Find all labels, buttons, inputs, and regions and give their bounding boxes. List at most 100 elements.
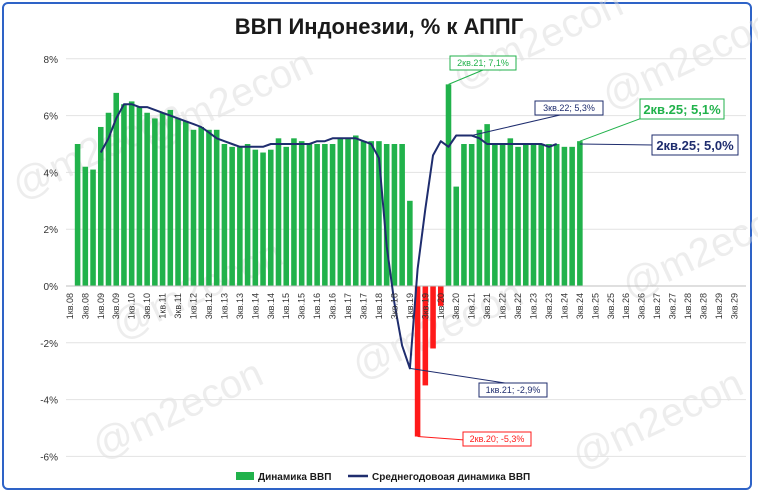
bar — [221, 144, 228, 286]
x-tick-label: 1кв.24 — [559, 293, 569, 319]
callout-box — [449, 55, 517, 71]
x-tick-label: 1кв.27 — [652, 293, 662, 319]
bar — [337, 138, 344, 286]
y-tick-label: 4% — [44, 168, 59, 179]
bar — [368, 141, 375, 286]
bar — [190, 129, 197, 286]
watermark-text: @m2econ — [565, 361, 749, 478]
bar — [577, 141, 583, 286]
y-tick-label: 8% — [44, 55, 59, 66]
bar — [121, 104, 127, 287]
callout-text: 2кв.21; 7,1% — [457, 58, 509, 68]
bar — [383, 144, 390, 286]
bar — [244, 144, 251, 286]
bar — [546, 144, 552, 286]
x-tick-label: 3кв.14 — [266, 293, 276, 319]
x-tick-label: 3кв.12 — [204, 293, 214, 319]
callout-text: 2кв.20; -5,3% — [470, 434, 525, 444]
callout-text: 2кв.25; 5,0% — [656, 138, 734, 153]
x-tick-label: 1кв.26 — [621, 293, 631, 319]
x-tick-label: 3кв.25 — [606, 293, 616, 319]
callout-text: 1кв.21; -2,9% — [486, 385, 541, 395]
bar — [414, 286, 421, 437]
x-tick-label: 1кв.12 — [189, 293, 199, 319]
bar — [128, 101, 135, 287]
x-tick-label: 3кв.10 — [142, 293, 152, 319]
y-tick-label: -2% — [40, 339, 58, 350]
bar — [468, 144, 475, 286]
bar — [507, 138, 514, 286]
bar — [515, 146, 521, 286]
bar — [399, 144, 405, 286]
x-tick-label: 3кв.11 — [173, 293, 183, 319]
legend-label-bar: Динамика ВВП — [258, 472, 331, 483]
x-tick-label: 3кв.09 — [111, 293, 121, 319]
x-tick-label: 1кв.29 — [714, 293, 724, 319]
callout-avg-1q21: 1кв.21; -2,9% — [409, 367, 548, 398]
bar-series — [74, 84, 583, 437]
bar — [229, 146, 235, 286]
x-tick-label: 1кв.09 — [96, 293, 106, 319]
bar — [314, 144, 320, 286]
watermark-text: @m2econ — [85, 351, 269, 468]
x-tick-label: 1кв.14 — [250, 293, 260, 319]
callout-avg-3q22: 3кв.22; 5,3% — [471, 100, 604, 136]
bar — [476, 129, 483, 286]
y-tick-label: 2% — [44, 225, 59, 236]
x-tick-label: 3кв.23 — [544, 293, 554, 319]
x-tick-label: 1кв.28 — [683, 293, 693, 319]
callout-leader — [471, 114, 561, 136]
x-tick-label: 3кв.22 — [513, 293, 523, 319]
bar — [113, 92, 120, 286]
x-tick-label: 1кв.20 — [436, 293, 446, 319]
bar — [252, 149, 259, 286]
x-tick-label: 1кв.21 — [467, 293, 477, 319]
callout-leader — [579, 117, 643, 142]
bar — [376, 141, 382, 286]
bar — [360, 141, 367, 286]
callout-box — [462, 431, 532, 447]
bar — [82, 166, 89, 286]
x-tick-label: 1кв.19 — [405, 293, 415, 319]
y-tick-label: 0% — [44, 282, 59, 293]
y-tick-label: -6% — [40, 452, 58, 463]
x-tick-label: 3кв.21 — [482, 293, 492, 319]
bar — [345, 138, 351, 286]
bar — [97, 126, 104, 287]
x-tick-label: 1кв.17 — [343, 293, 353, 319]
y-tick-label: 6% — [44, 112, 59, 123]
bar — [206, 129, 212, 286]
callout-leader — [579, 143, 655, 146]
x-tick-label: 3кв.24 — [575, 293, 585, 319]
callout-box — [639, 98, 725, 120]
bar — [461, 144, 467, 286]
bar — [561, 146, 568, 286]
x-tick-label: 1кв.23 — [529, 293, 539, 319]
legend-label-line: Среднегодовоая динамика ВВП — [372, 472, 530, 483]
bar — [538, 144, 545, 286]
bar — [275, 138, 282, 286]
bar — [260, 152, 266, 286]
bar — [298, 141, 305, 286]
bar — [322, 144, 328, 286]
bar — [430, 286, 436, 349]
bar — [391, 144, 398, 286]
callout-avg-2q25: 2кв.25; 5,0% — [579, 134, 739, 156]
bar — [553, 144, 560, 286]
x-tick-label: 1кв.16 — [312, 293, 322, 319]
bar — [283, 146, 290, 286]
x-tick-label: 1кв.25 — [590, 293, 600, 319]
x-tick-label: 3кв.27 — [668, 293, 678, 319]
callout-gdp-2q25: 2кв.25; 5,1% — [579, 98, 725, 142]
bar — [453, 186, 460, 286]
x-tick-label: 3кв.20 — [451, 293, 461, 319]
x-tick-label: 3кв.08 — [80, 293, 90, 319]
bar — [90, 169, 96, 286]
bar — [237, 146, 243, 286]
bar — [352, 135, 359, 286]
callout-leader — [448, 69, 484, 85]
bar — [175, 118, 181, 286]
callout-text: 2кв.25; 5,1% — [643, 102, 721, 117]
bar — [213, 129, 220, 286]
